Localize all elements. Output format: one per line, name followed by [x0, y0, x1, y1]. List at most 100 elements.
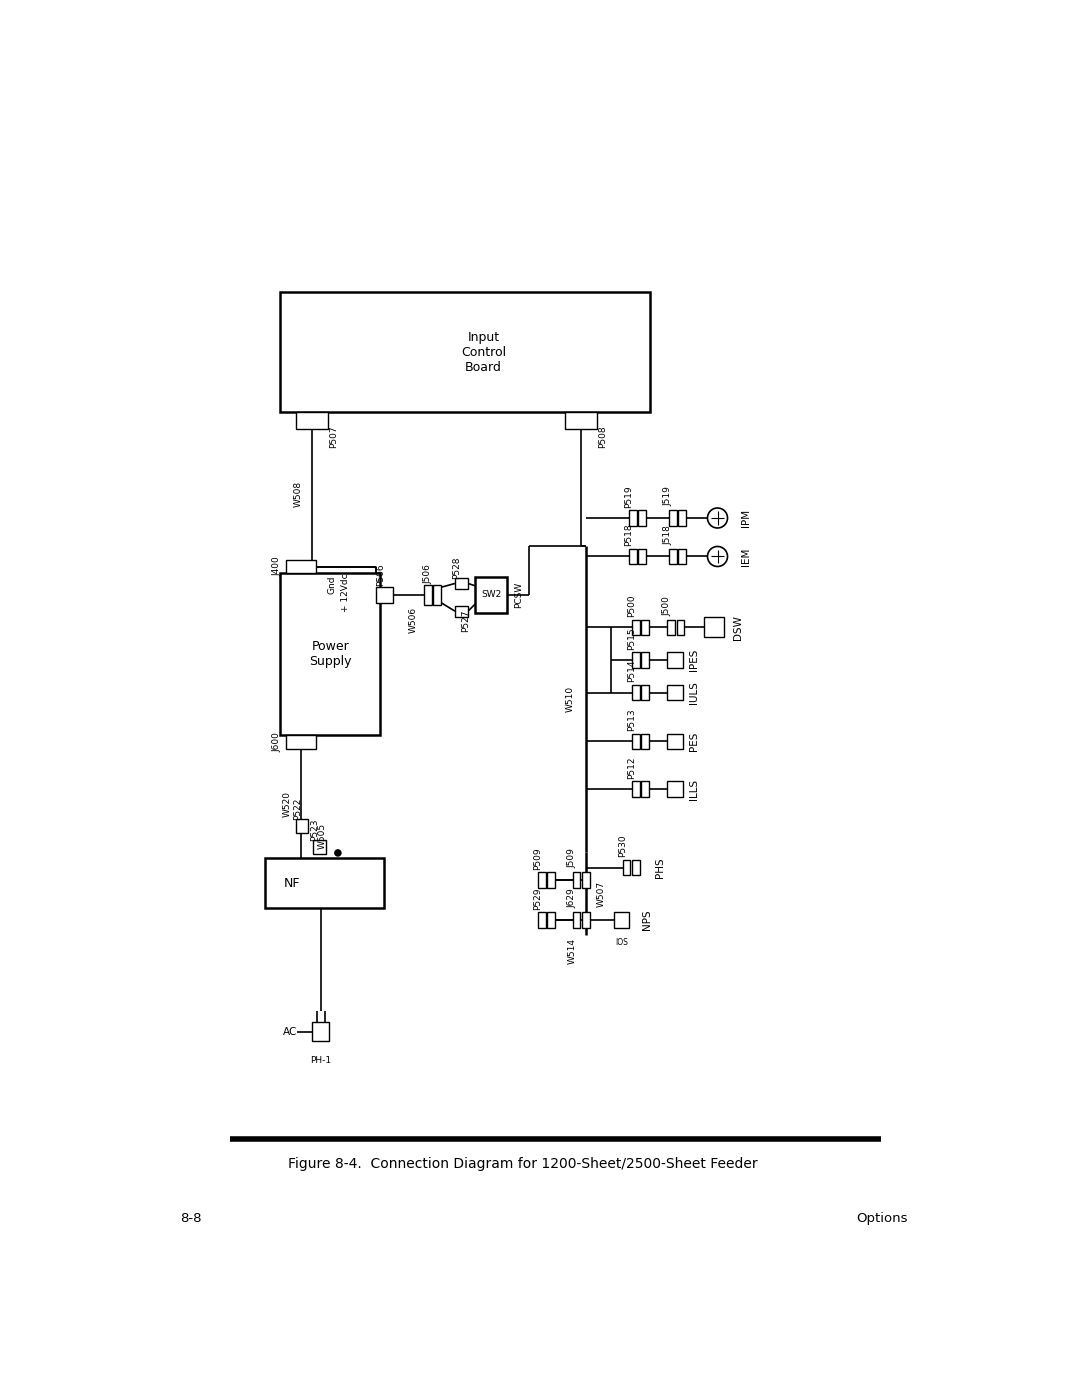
- Text: J519: J519: [664, 486, 673, 506]
- Bar: [455, 606, 468, 616]
- Text: PCSW: PCSW: [514, 583, 524, 608]
- Text: Power
Supply: Power Supply: [309, 640, 351, 668]
- Bar: [565, 412, 597, 429]
- Text: DSW: DSW: [733, 615, 743, 640]
- Bar: [678, 510, 686, 525]
- Bar: [629, 510, 636, 525]
- Bar: [669, 510, 677, 525]
- Text: W514: W514: [567, 937, 577, 964]
- Bar: [582, 912, 590, 928]
- Text: P508: P508: [598, 426, 607, 448]
- Bar: [667, 781, 683, 796]
- Circle shape: [335, 849, 341, 856]
- Text: P529: P529: [532, 887, 542, 909]
- Bar: [667, 685, 683, 700]
- Text: PES: PES: [689, 732, 699, 752]
- Text: P528: P528: [453, 556, 461, 578]
- Text: P509: P509: [532, 847, 542, 870]
- Bar: [280, 573, 380, 735]
- Text: J500: J500: [662, 597, 672, 616]
- Text: PH-1: PH-1: [310, 1056, 332, 1066]
- Text: J629: J629: [568, 888, 577, 908]
- Bar: [286, 735, 315, 749]
- Bar: [642, 652, 649, 668]
- Bar: [613, 912, 629, 928]
- Bar: [455, 578, 468, 588]
- Text: P523: P523: [310, 819, 320, 841]
- Bar: [632, 685, 639, 700]
- Bar: [424, 585, 432, 605]
- Text: W505: W505: [318, 823, 327, 849]
- Text: + 12Vdc: + 12Vdc: [341, 573, 350, 612]
- Bar: [677, 620, 685, 636]
- Bar: [678, 549, 686, 564]
- Text: 8-8: 8-8: [180, 1213, 202, 1225]
- Text: W506: W506: [408, 606, 418, 633]
- Text: W507: W507: [597, 880, 606, 907]
- Bar: [642, 620, 649, 636]
- Text: P527: P527: [461, 609, 471, 631]
- Bar: [433, 585, 441, 605]
- Text: IEM: IEM: [741, 548, 751, 566]
- Text: W520: W520: [283, 791, 292, 817]
- Text: Figure 8-4.  Connection Diagram for 1200-Sheet/2500-Sheet Feeder: Figure 8-4. Connection Diagram for 1200-…: [288, 1157, 757, 1171]
- Bar: [629, 549, 636, 564]
- Text: P514: P514: [626, 659, 636, 683]
- Text: P518: P518: [624, 524, 633, 546]
- Bar: [669, 549, 677, 564]
- Bar: [377, 587, 393, 604]
- Bar: [632, 652, 639, 668]
- Text: ILLS: ILLS: [689, 778, 699, 799]
- Bar: [704, 617, 724, 637]
- Bar: [538, 912, 545, 928]
- Text: AC: AC: [283, 1027, 297, 1037]
- Bar: [475, 577, 508, 613]
- Text: P512: P512: [626, 756, 636, 778]
- Text: P530: P530: [618, 834, 626, 858]
- Text: PHS: PHS: [654, 858, 665, 877]
- Bar: [572, 872, 580, 887]
- Text: NF: NF: [283, 877, 300, 890]
- Bar: [667, 733, 683, 749]
- Text: IPES: IPES: [689, 648, 699, 671]
- Text: P522: P522: [293, 798, 301, 820]
- Text: J600: J600: [272, 732, 282, 752]
- Bar: [667, 652, 683, 668]
- Bar: [538, 872, 545, 887]
- Text: NPS: NPS: [643, 909, 652, 930]
- Bar: [632, 733, 639, 749]
- Bar: [280, 292, 650, 412]
- Text: J518: J518: [664, 525, 673, 545]
- Text: IULS: IULS: [689, 682, 699, 704]
- Text: J506: J506: [423, 564, 433, 584]
- Bar: [667, 620, 675, 636]
- Text: IOS: IOS: [615, 939, 627, 947]
- Text: J509: J509: [568, 848, 577, 869]
- Text: P507: P507: [328, 426, 338, 448]
- Bar: [642, 733, 649, 749]
- Bar: [265, 858, 384, 908]
- Bar: [642, 781, 649, 796]
- Bar: [623, 861, 631, 876]
- Text: W510: W510: [566, 686, 575, 712]
- Text: P500: P500: [626, 595, 636, 617]
- Bar: [582, 872, 590, 887]
- Text: SW2: SW2: [481, 591, 501, 599]
- Bar: [548, 872, 555, 887]
- Text: Options: Options: [856, 1213, 907, 1225]
- Text: P519: P519: [624, 485, 633, 507]
- Bar: [632, 620, 639, 636]
- Bar: [548, 912, 555, 928]
- Text: P515: P515: [626, 627, 636, 650]
- Bar: [286, 560, 315, 573]
- Bar: [313, 840, 325, 854]
- Bar: [638, 549, 646, 564]
- Bar: [296, 819, 308, 833]
- Text: P506: P506: [376, 563, 384, 585]
- Bar: [572, 912, 580, 928]
- Text: Gnd: Gnd: [327, 576, 336, 594]
- Bar: [638, 510, 646, 525]
- Bar: [312, 1023, 329, 1041]
- Text: J400: J400: [272, 556, 282, 577]
- Bar: [296, 412, 328, 429]
